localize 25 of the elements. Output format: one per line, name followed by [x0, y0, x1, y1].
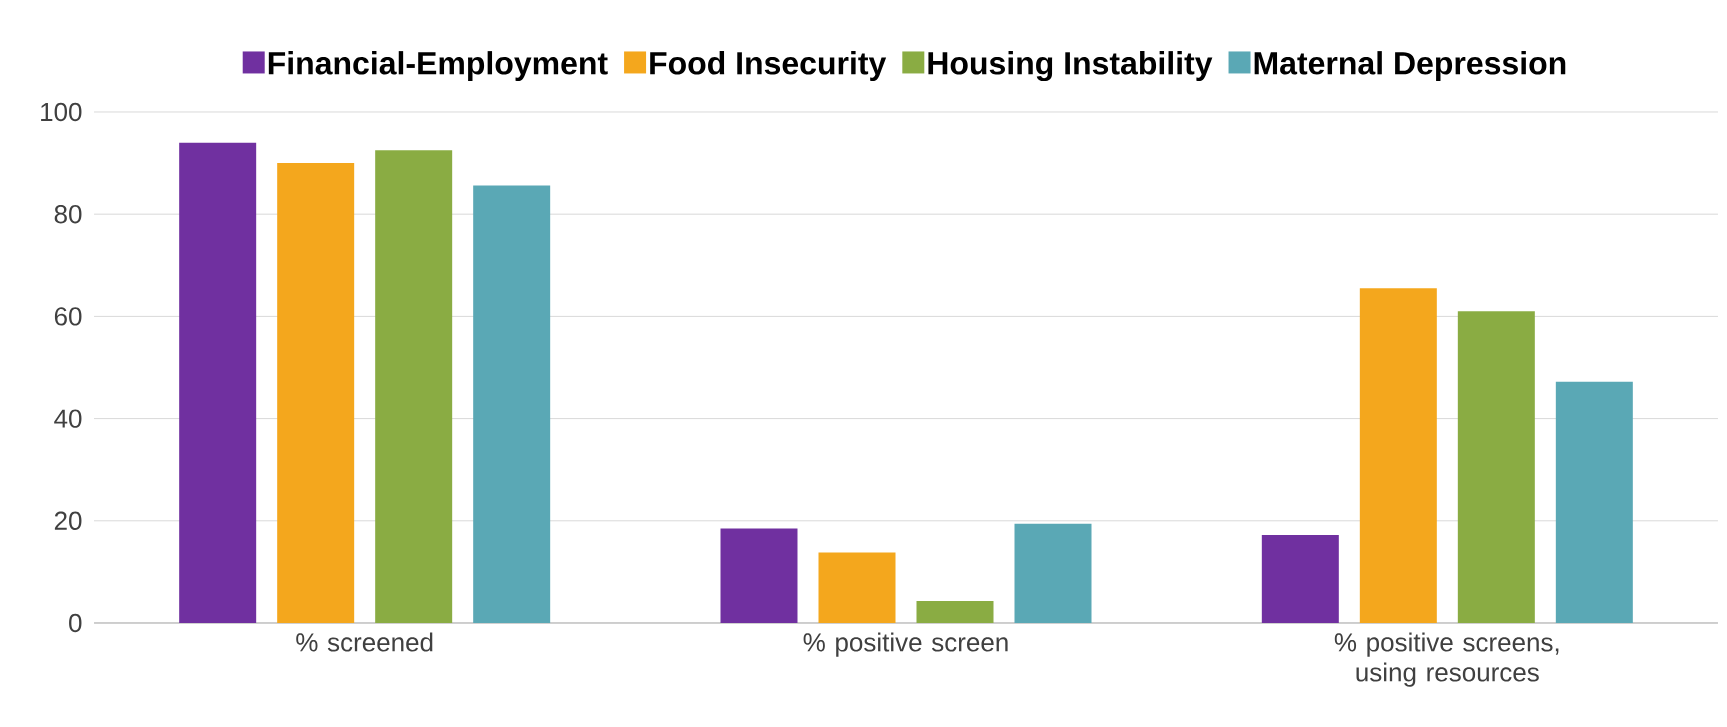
x-tick-label: % positive screens, using resources	[1334, 632, 1559, 687]
y-tick-label: 100	[41, 102, 82, 122]
legend-label: Financial-Employment	[268, 51, 608, 81]
bar	[1261, 535, 1339, 623]
bar	[1014, 523, 1092, 623]
y-tick-label: 60	[54, 307, 82, 326]
y-tick-label: 0	[69, 613, 82, 633]
y-tick-label: 40	[54, 409, 82, 428]
bar	[1359, 288, 1437, 623]
y-tick-label: 20	[54, 511, 82, 530]
y-tick-label: 80	[54, 204, 82, 224]
x-tick-label: % positive screen	[803, 632, 1008, 657]
bar	[473, 185, 551, 623]
bar	[720, 528, 798, 623]
x-tick-label: % screened	[296, 632, 433, 652]
bar	[818, 552, 896, 623]
bar	[1457, 311, 1535, 623]
bar	[179, 142, 257, 623]
bar	[375, 150, 453, 623]
legend-label: Maternal Depression	[1254, 51, 1566, 81]
legend-label: Food Insecurity	[650, 51, 887, 81]
bar	[277, 163, 355, 623]
legend-label: Housing Instability	[928, 51, 1213, 82]
bar	[1555, 381, 1633, 623]
bar	[916, 601, 994, 623]
